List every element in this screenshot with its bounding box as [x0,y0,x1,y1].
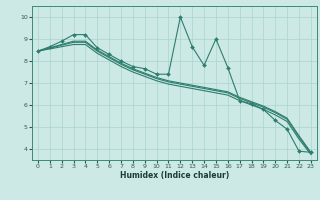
X-axis label: Humidex (Indice chaleur): Humidex (Indice chaleur) [120,171,229,180]
